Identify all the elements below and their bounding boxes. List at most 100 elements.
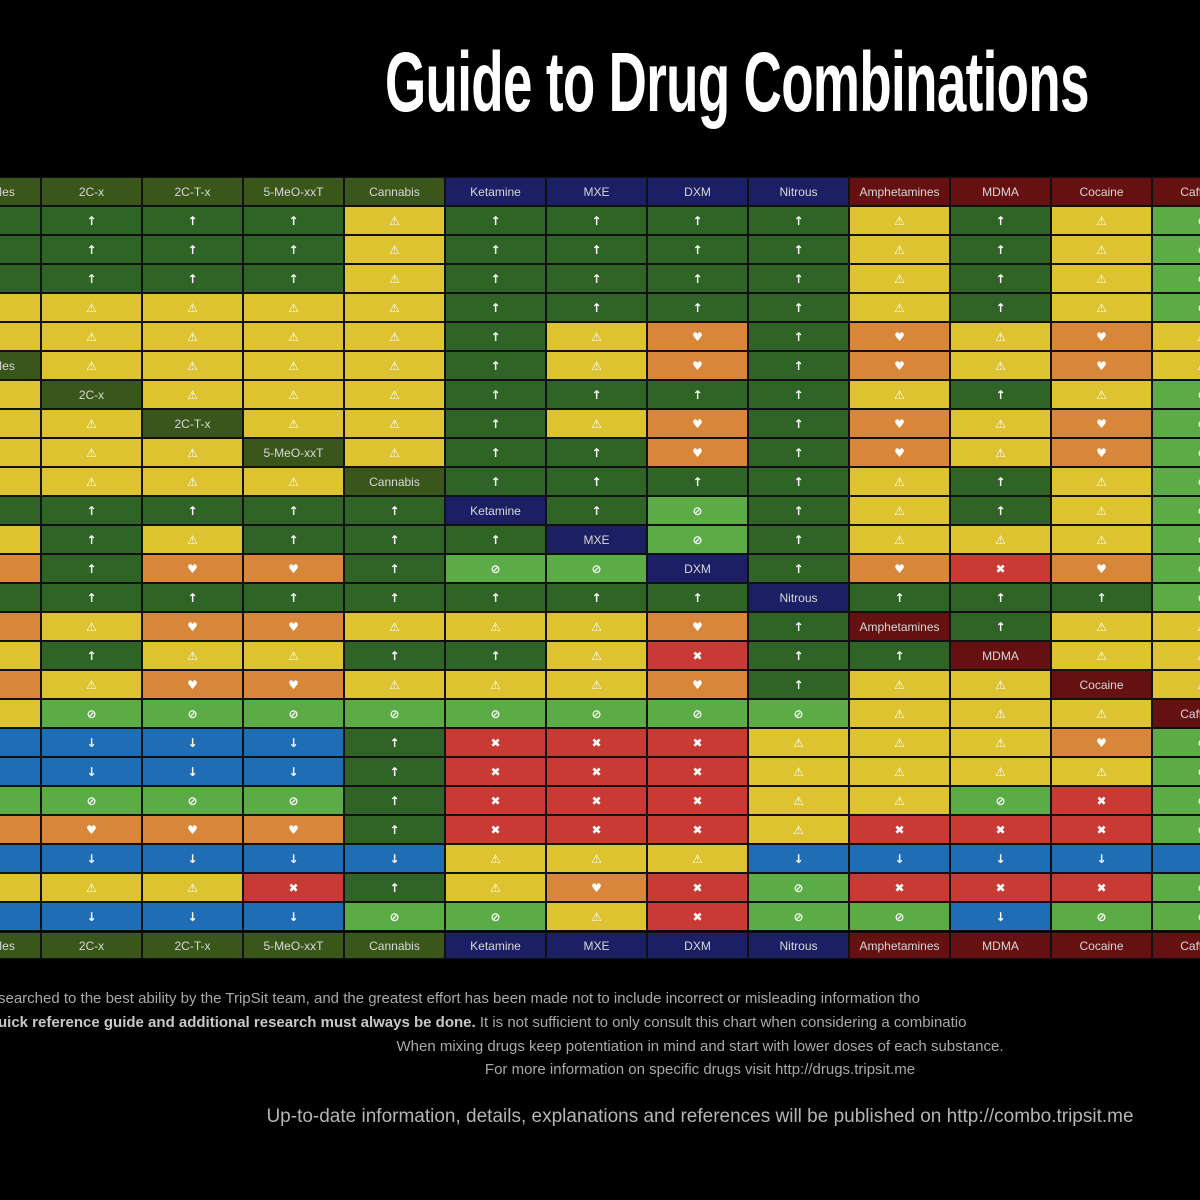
arrow-up-icon: ↑ bbox=[692, 271, 703, 286]
combo-cell: ⚠ bbox=[41, 670, 142, 699]
combo-cell: ↑ bbox=[748, 409, 849, 438]
combo-cell: ↑ bbox=[748, 670, 849, 699]
no-synergy-icon: ⊘ bbox=[1197, 504, 1200, 518]
no-synergy-icon: ⊘ bbox=[490, 909, 501, 924]
combo-cell: ↑ bbox=[142, 206, 243, 235]
combo-cell: ↑ bbox=[950, 380, 1051, 409]
diagonal-label-nitrous: Nitrous bbox=[748, 583, 849, 612]
no-synergy-icon: ⊘ bbox=[1197, 446, 1200, 460]
combo-cell: ⚠ bbox=[0, 699, 41, 728]
warning-icon: ⚠ bbox=[894, 735, 905, 750]
arrow-up-icon: ↑ bbox=[187, 242, 198, 257]
combo-cell: ↑ bbox=[546, 264, 647, 293]
combo-cell: ↓ bbox=[243, 728, 344, 757]
warning-icon: ⚠ bbox=[894, 242, 905, 257]
combo-cell: ↑ bbox=[344, 757, 445, 786]
arrow-down-icon: ↓ bbox=[187, 909, 198, 924]
combo-cell: ↑ bbox=[849, 641, 950, 670]
heart-icon: ♥ bbox=[1096, 416, 1107, 431]
arrow-up-icon: ↑ bbox=[187, 590, 198, 605]
combo-cell: ↓ bbox=[41, 757, 142, 786]
combo-cell: ⚠ bbox=[950, 728, 1051, 757]
combo-cell: ⚠ bbox=[41, 293, 142, 322]
combo-cell: ↑ bbox=[849, 583, 950, 612]
combo-cell: ⊘ bbox=[1152, 873, 1200, 902]
combo-cell: ⊘ bbox=[748, 873, 849, 902]
diagonal-label-mdma: MDMA bbox=[950, 641, 1051, 670]
heart-icon: ♥ bbox=[288, 822, 299, 837]
warning-icon: ⚠ bbox=[86, 677, 97, 692]
diagonal-label-2c-x: 2C-x bbox=[41, 380, 142, 409]
combo-cell: ♥ bbox=[243, 612, 344, 641]
combo-cell: ⊘ bbox=[647, 496, 748, 525]
warning-icon: ⚠ bbox=[894, 474, 905, 489]
combo-cell: ⚠ bbox=[1051, 757, 1152, 786]
footer-text: It is not sufficient to only consult thi… bbox=[475, 1014, 967, 1031]
heart-icon: ♥ bbox=[692, 416, 703, 431]
combo-cell: ⊘ bbox=[1152, 293, 1200, 322]
warning-icon: ⚠ bbox=[490, 880, 501, 895]
combo-cell: ⚠ bbox=[546, 670, 647, 699]
arrow-up-icon: ↑ bbox=[793, 677, 804, 692]
warning-icon: ⚠ bbox=[187, 329, 198, 344]
warning-icon: ⚠ bbox=[389, 445, 400, 460]
warning-icon: ⚠ bbox=[692, 851, 703, 866]
combo-cell: ↓ bbox=[1152, 844, 1200, 873]
footer-disclaimer-line-1: searched to the best ability by the Trip… bbox=[0, 990, 920, 1007]
combo-cell: ↓ bbox=[41, 844, 142, 873]
arrow-down-icon: ↓ bbox=[894, 851, 905, 866]
combo-cell: ↑ bbox=[41, 641, 142, 670]
combo-cell: ✖ bbox=[546, 757, 647, 786]
combo-cell: ↑ bbox=[546, 235, 647, 264]
arrow-up-icon: ↑ bbox=[490, 532, 501, 547]
heart-icon: ♥ bbox=[1096, 445, 1107, 460]
warning-icon: ⚠ bbox=[894, 706, 905, 721]
warning-icon: ⚠ bbox=[86, 300, 97, 315]
combo-cell: ✖ bbox=[546, 786, 647, 815]
combo-cell: ↑ bbox=[748, 525, 849, 554]
arrow-up-icon: ↑ bbox=[389, 532, 400, 547]
combo-cell: ↑ bbox=[0, 583, 41, 612]
arrow-up-icon: ↑ bbox=[389, 764, 400, 779]
combo-cell: ⚠ bbox=[344, 293, 445, 322]
combo-cell: ⚠ bbox=[41, 409, 142, 438]
combo-cell: ↓ bbox=[142, 757, 243, 786]
cross-icon: ✖ bbox=[692, 764, 703, 779]
combo-cell: ⚠ bbox=[142, 467, 243, 496]
combo-cell: ✖ bbox=[647, 757, 748, 786]
warning-icon: ⚠ bbox=[1197, 678, 1200, 692]
combo-cell: ↓ bbox=[0, 757, 41, 786]
warning-icon: ⚠ bbox=[1197, 620, 1200, 634]
combo-cell: ♥ bbox=[41, 815, 142, 844]
combo-cell: ⚠ bbox=[445, 612, 546, 641]
combo-cell: ⊘ bbox=[546, 699, 647, 728]
arrow-down-icon: ↓ bbox=[793, 851, 804, 866]
combo-cell: ↑ bbox=[950, 206, 1051, 235]
combo-cell: ✖ bbox=[647, 786, 748, 815]
combo-cell: ⚠ bbox=[0, 438, 41, 467]
combo-cell: ✖ bbox=[445, 728, 546, 757]
arrow-up-icon: ↑ bbox=[591, 271, 602, 286]
arrow-up-icon: ↑ bbox=[995, 213, 1006, 228]
combo-cell: ✖ bbox=[1051, 815, 1152, 844]
combo-cell: ✖ bbox=[1051, 786, 1152, 815]
arrow-up-icon: ↑ bbox=[692, 300, 703, 315]
header-label-cannabis: Cannabis bbox=[344, 177, 445, 206]
combo-cell: ⚠ bbox=[849, 496, 950, 525]
combo-cell: ⚠ bbox=[0, 322, 41, 351]
warning-icon: ⚠ bbox=[389, 387, 400, 402]
combo-cell: ⚠ bbox=[41, 351, 142, 380]
combo-cell: ⚠ bbox=[748, 757, 849, 786]
combo-cell: ↑ bbox=[950, 264, 1051, 293]
warning-icon: ⚠ bbox=[793, 793, 804, 808]
warning-icon: ⚠ bbox=[389, 300, 400, 315]
combo-cell: ↑ bbox=[546, 467, 647, 496]
arrow-up-icon: ↑ bbox=[389, 561, 400, 576]
warning-icon: ⚠ bbox=[1096, 619, 1107, 634]
warning-icon: ⚠ bbox=[1096, 213, 1107, 228]
combo-cell: ⚠ bbox=[0, 467, 41, 496]
combo-cell: ⊘ bbox=[445, 902, 546, 931]
warning-icon: ⚠ bbox=[389, 416, 400, 431]
header-label-2c-t-x: 2C-T-x bbox=[142, 177, 243, 206]
header-label-caffeine: Caffeine bbox=[1152, 177, 1200, 206]
